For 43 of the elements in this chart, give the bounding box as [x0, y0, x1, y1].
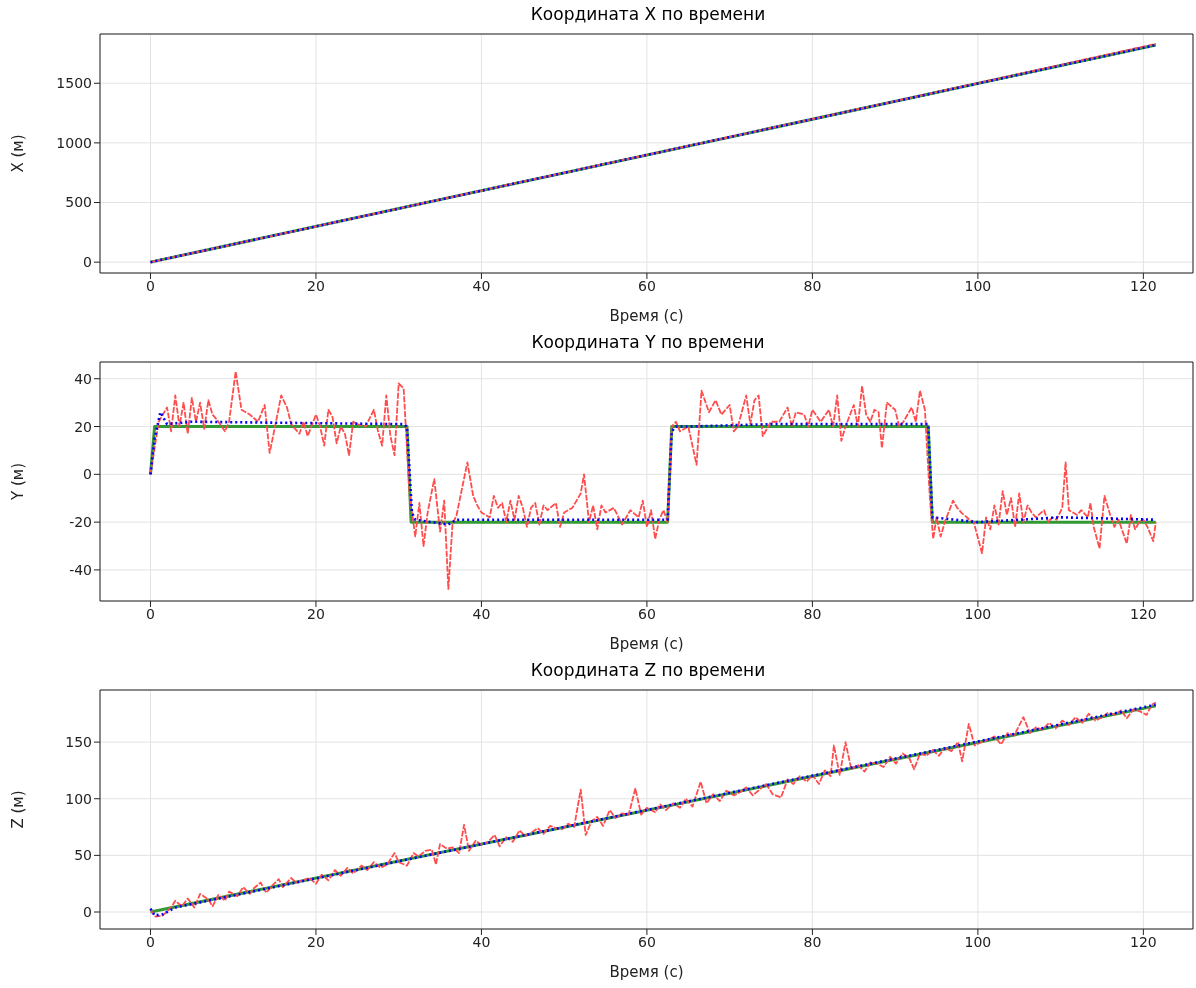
- x-tick-label: 0: [146, 277, 155, 294]
- x-axis-title: Время (с): [609, 307, 684, 325]
- x-tick-label: 120: [1129, 605, 1157, 622]
- y-tick-label: 100: [65, 790, 92, 807]
- x-tick-label: 120: [1129, 933, 1157, 950]
- x-tick-label: 40: [472, 605, 491, 622]
- x-tick-label: 80: [803, 933, 822, 950]
- x-tick-label: 20: [307, 605, 325, 622]
- x-tick-label: 60: [638, 277, 656, 294]
- y-tick-label: 1000: [56, 134, 92, 151]
- x-tick-label: 80: [803, 605, 822, 622]
- y-tick-label: 20: [74, 418, 92, 435]
- x-tick-label: 120: [1129, 277, 1157, 294]
- x-tick-label: 0: [146, 933, 155, 950]
- x-tick-label: 60: [638, 605, 656, 622]
- chart-title: Координата Z по времени: [529, 659, 767, 682]
- x-tick-label: 40: [472, 933, 491, 950]
- x-tick-label: 100: [964, 277, 992, 294]
- y-axis-title: Y (м): [9, 463, 28, 501]
- y-axis-title: Z (м): [9, 790, 28, 829]
- y-tick-label: 0: [83, 903, 92, 920]
- x-tick-label: 100: [964, 933, 992, 950]
- x-tick-label: 0: [146, 605, 155, 622]
- y-tick-label: -40: [69, 561, 92, 578]
- x-tick-label: 20: [307, 277, 325, 294]
- x-axis-title: Время (с): [609, 963, 684, 981]
- y-axis-title: X (м): [9, 134, 28, 173]
- x-axis-title: Время (с): [609, 635, 684, 653]
- x-tick-label: 80: [803, 277, 822, 294]
- y-tick-label: 40: [74, 370, 92, 387]
- y-tick-label: 150: [65, 734, 92, 751]
- y-tick-label: -20: [69, 514, 92, 531]
- y-tick-label: 50: [74, 847, 92, 864]
- y-tick-label: 1500: [56, 75, 92, 92]
- chart-title: Координата X по времени: [529, 3, 767, 26]
- y-tick-label: 0: [83, 254, 92, 271]
- chart-title: Координата Y по времени: [530, 331, 766, 354]
- x-tick-label: 40: [472, 277, 491, 294]
- y-tick-label: 0: [83, 466, 92, 483]
- x-tick-label: 20: [307, 933, 325, 950]
- x-tick-label: 100: [964, 605, 992, 622]
- y-tick-label: 500: [65, 194, 92, 211]
- x-tick-label: 60: [638, 933, 656, 950]
